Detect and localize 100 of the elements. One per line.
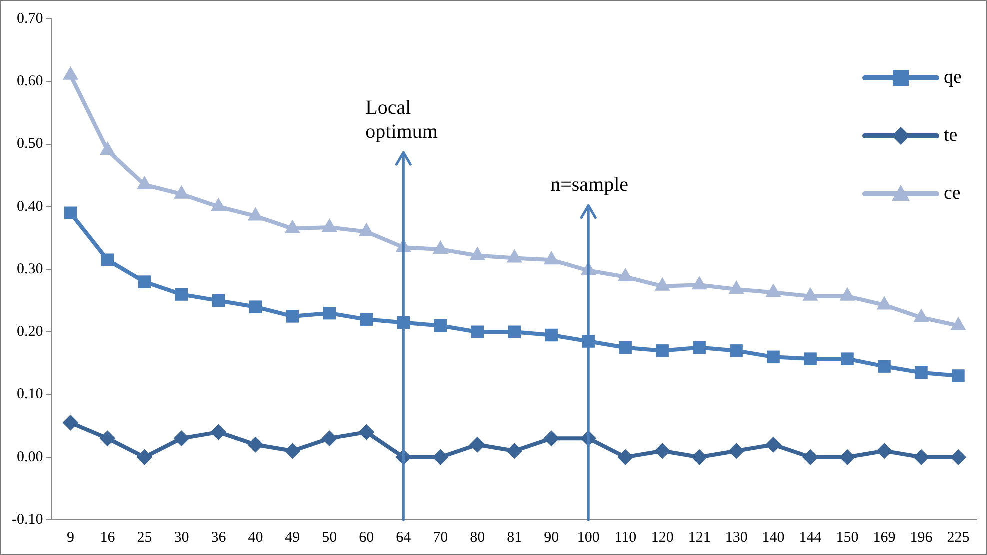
point: [654, 443, 671, 460]
y-tick-label: 0.60: [16, 74, 44, 90]
x-tick-label: 130: [725, 530, 748, 546]
x-tick-label: 121: [688, 530, 711, 546]
point: [693, 341, 706, 354]
point: [950, 316, 966, 330]
point: [249, 300, 262, 314]
point: [210, 424, 227, 440]
ref-line-label: n=sample: [550, 174, 629, 196]
point: [840, 449, 856, 466]
x-tick-label: 110: [614, 530, 637, 546]
point: [692, 276, 708, 290]
x-tick-label: 196: [910, 530, 934, 546]
y-tick-label: 0.30: [16, 261, 44, 278]
point: [175, 288, 188, 301]
point: [136, 176, 153, 190]
x-tick-label: 60: [359, 530, 374, 546]
point: [618, 268, 634, 282]
x-tick-label: 16: [100, 530, 116, 546]
y-tick-label: 0.70: [16, 10, 44, 27]
legend-label: te: [944, 125, 958, 147]
point: [506, 443, 523, 460]
legend-label: qe: [944, 67, 962, 89]
x-tick-label: 225: [947, 530, 970, 546]
point: [210, 198, 226, 212]
x-tick-label: 120: [651, 530, 674, 546]
x-tick-label: 50: [322, 530, 338, 546]
point: [656, 344, 669, 358]
point: [136, 449, 153, 466]
point: [728, 280, 744, 294]
point: [174, 430, 190, 447]
point: [766, 284, 782, 298]
y-tick-label: 0.50: [16, 136, 44, 152]
point: [470, 246, 486, 260]
point: [915, 366, 928, 380]
point: [730, 344, 743, 358]
point: [802, 287, 818, 301]
point: [692, 449, 708, 466]
point: [506, 249, 522, 263]
point: [322, 430, 338, 447]
point: [545, 328, 558, 342]
x-tick-label: 80: [470, 530, 486, 546]
point: [101, 254, 114, 266]
point: [766, 436, 782, 453]
point: [432, 449, 449, 466]
y-tick-label: 0.20: [16, 324, 44, 340]
point: [878, 360, 891, 373]
point: [174, 185, 190, 199]
point: [950, 449, 967, 466]
point: [100, 430, 116, 447]
x-tick-label: 36: [211, 530, 227, 546]
y-tick-label: -0.10: [12, 512, 44, 528]
x-tick-label: 70: [433, 530, 448, 546]
point: [323, 306, 336, 320]
point: [618, 449, 634, 466]
point: [322, 218, 338, 232]
x-tick-label: 30: [174, 530, 190, 546]
point: [508, 326, 521, 338]
x-tick-label: 25: [137, 530, 152, 546]
x-tick-label: 150: [836, 530, 859, 546]
point: [952, 370, 965, 382]
point: [802, 449, 819, 466]
point: [876, 443, 893, 460]
x-tick-label: 81: [507, 530, 522, 546]
point: [100, 142, 116, 156]
point: [914, 449, 930, 466]
x-tick-label: 64: [396, 530, 412, 546]
point: [248, 207, 264, 221]
point: [434, 320, 448, 332]
point: [767, 350, 780, 364]
point: [914, 308, 930, 322]
x-tick-label: 40: [248, 530, 264, 546]
y-tick-label: 0.00: [16, 449, 44, 466]
point: [138, 276, 152, 288]
point: [544, 430, 560, 447]
point: [62, 66, 79, 80]
point: [804, 352, 817, 366]
x-tick-label: 144: [799, 530, 822, 546]
legend-label: ce: [944, 183, 961, 205]
point: [841, 352, 854, 366]
point: [248, 436, 264, 453]
x-tick-label: 169: [873, 530, 896, 546]
x-tick-label: 140: [762, 530, 785, 546]
x-tick-label: 90: [544, 530, 560, 546]
point: [876, 296, 892, 310]
point: [286, 310, 300, 323]
point: [654, 277, 670, 291]
x-tick-label: 9: [66, 530, 74, 546]
point: [284, 220, 300, 234]
point: [284, 443, 301, 460]
point: [544, 251, 560, 265]
point: [62, 414, 79, 431]
x-tick-label: 49: [285, 530, 300, 546]
point: [212, 294, 226, 308]
point: [840, 287, 856, 301]
point: [619, 341, 632, 354]
x-tick-label: 100: [577, 530, 600, 546]
ref-line-label: Local optimum: [366, 96, 438, 143]
y-tick-label: 0.40: [16, 198, 44, 215]
point: [470, 436, 486, 453]
